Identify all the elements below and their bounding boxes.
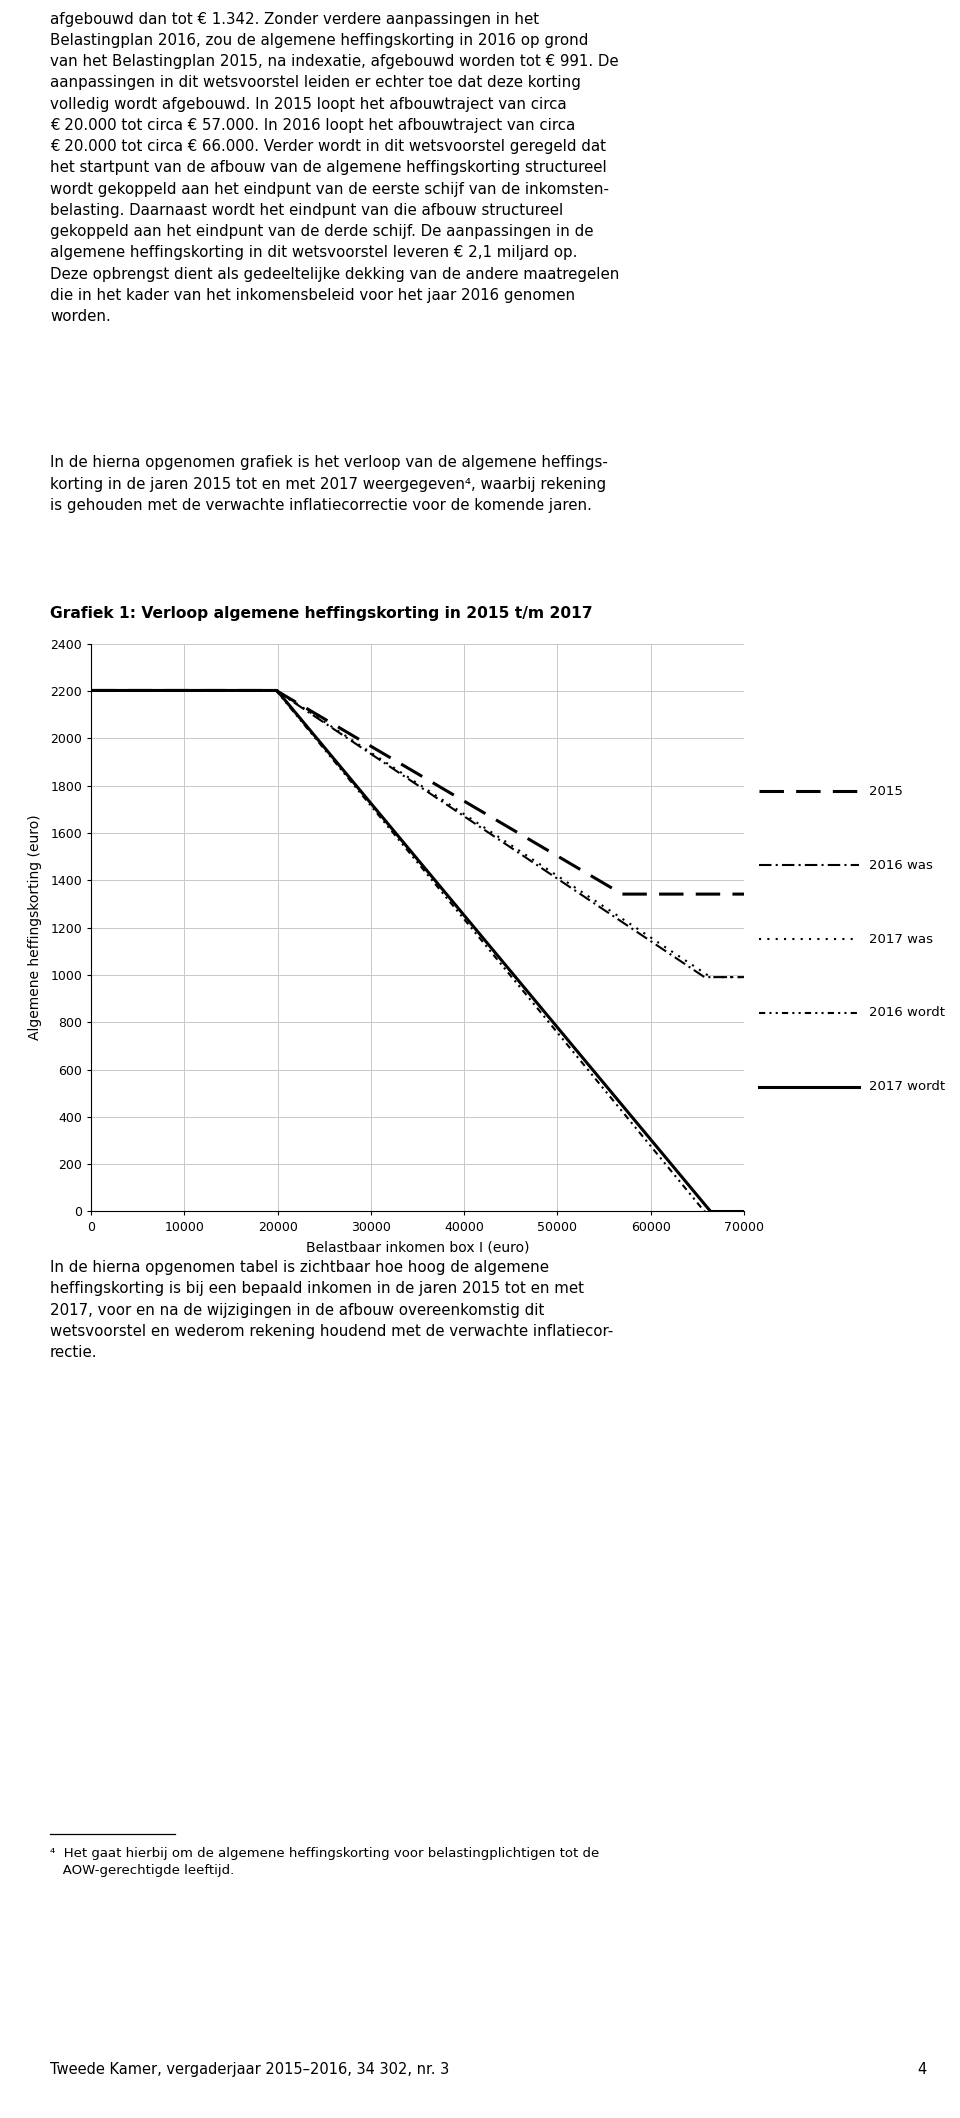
Text: afgebouwd dan tot € 1.342. Zonder verdere aanpassingen in het
Belastingplan 2016: afgebouwd dan tot € 1.342. Zonder verder… xyxy=(50,11,619,324)
Text: Grafiek 1: Verloop algemene heffingskorting in 2015 t/m 2017: Grafiek 1: Verloop algemene heffingskort… xyxy=(50,606,592,621)
Text: 4: 4 xyxy=(917,2061,926,2078)
X-axis label: Belastbaar inkomen box I (euro): Belastbaar inkomen box I (euro) xyxy=(306,1241,529,1254)
Text: ⁴  Het gaat hierbij om de algemene heffingskorting voor belastingplichtigen tot : ⁴ Het gaat hierbij om de algemene heffin… xyxy=(50,1847,599,1877)
Text: 2015: 2015 xyxy=(869,786,902,798)
Y-axis label: Algemene heffingskorting (euro): Algemene heffingskorting (euro) xyxy=(28,815,42,1040)
Text: Tweede Kamer, vergaderjaar 2015–2016, 34 302, nr. 3: Tweede Kamer, vergaderjaar 2015–2016, 34… xyxy=(50,2061,449,2078)
Text: 2017 wordt: 2017 wordt xyxy=(869,1080,945,1093)
Text: 2016 was: 2016 was xyxy=(869,858,933,873)
Text: 2016 wordt: 2016 wordt xyxy=(869,1006,945,1019)
Text: In de hierna opgenomen grafiek is het verloop van de algemene heffings-
korting : In de hierna opgenomen grafiek is het ve… xyxy=(50,455,608,513)
Text: In de hierna opgenomen tabel is zichtbaar hoe hoog de algemene
heffingskorting i: In de hierna opgenomen tabel is zichtbaa… xyxy=(50,1260,613,1360)
Text: 2017 was: 2017 was xyxy=(869,932,933,945)
